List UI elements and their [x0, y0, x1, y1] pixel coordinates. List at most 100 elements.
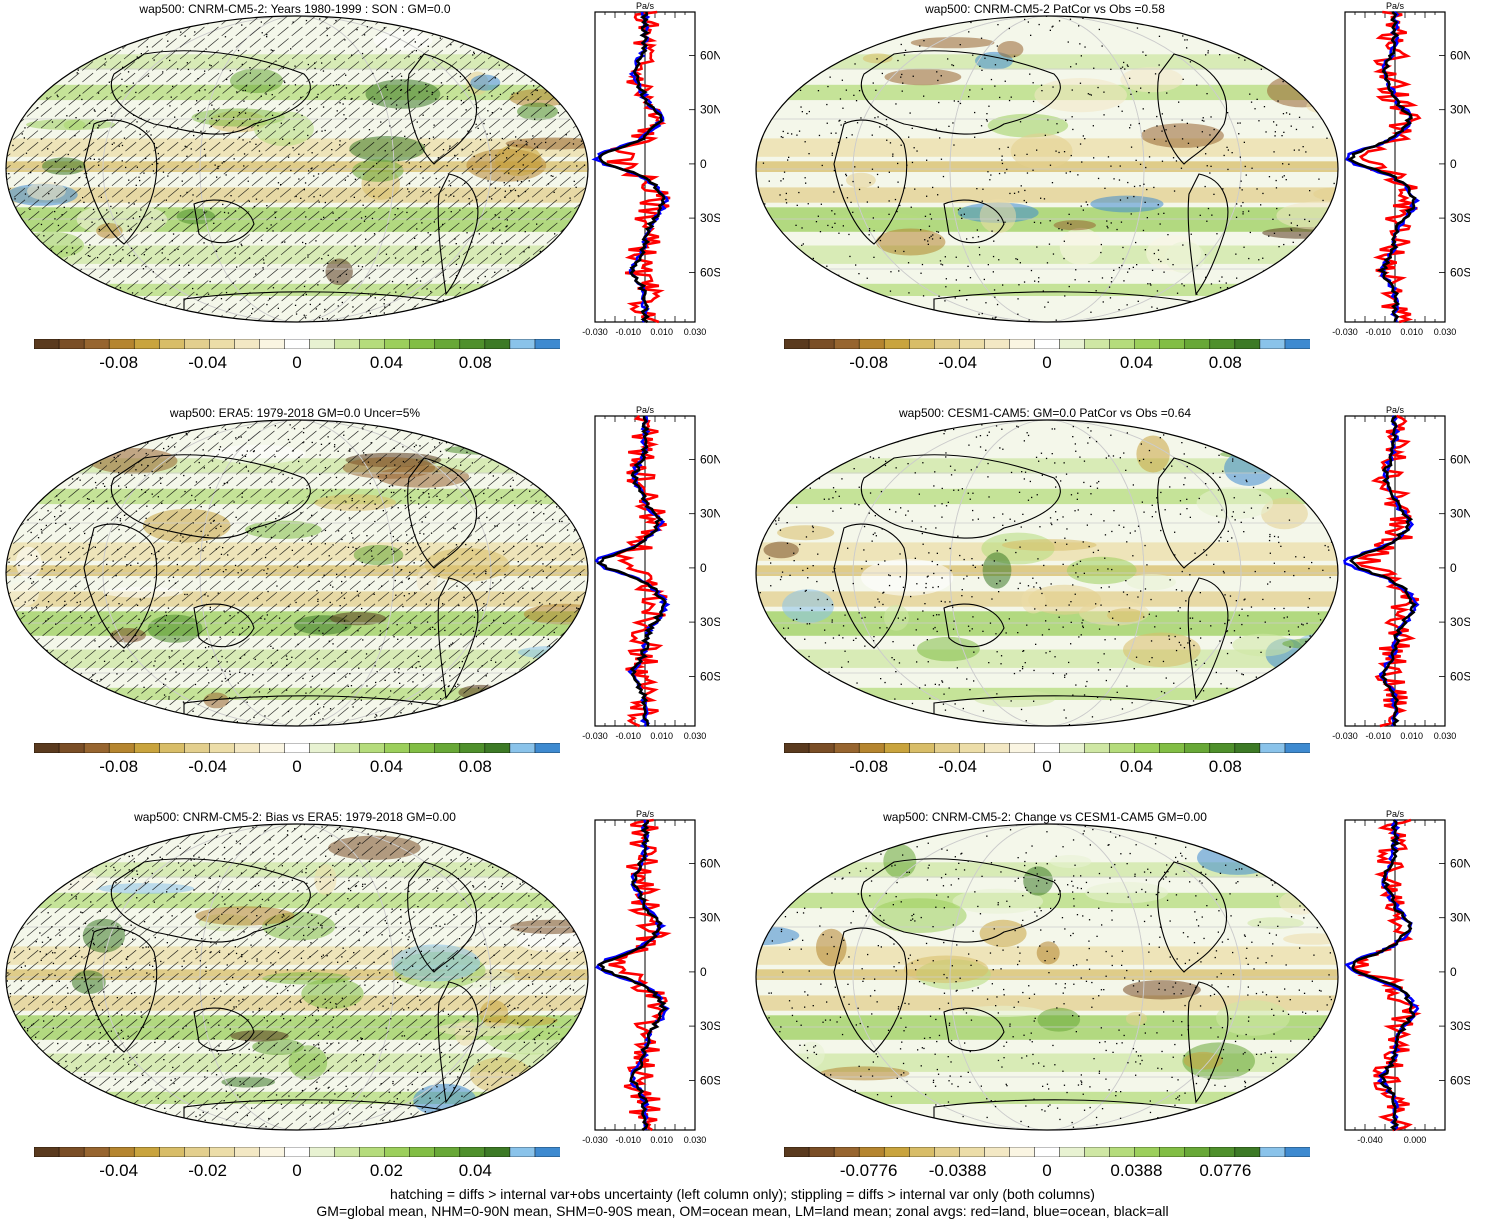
stipple-dot [410, 525, 411, 526]
stipple-dot [283, 914, 284, 915]
stipple-dot [1235, 711, 1236, 712]
stipple-dot [912, 703, 913, 704]
stipple-dot [473, 52, 474, 53]
stipple-dot [941, 503, 942, 504]
stipple-dot [1200, 706, 1201, 707]
stipple-dot [1072, 116, 1073, 117]
stipple-dot [1144, 130, 1145, 131]
stipple-dot [408, 1007, 409, 1008]
stipple-dot [33, 997, 34, 998]
stipple-dot [472, 313, 473, 314]
stipple-dot [210, 523, 211, 524]
stipple-dot [886, 422, 887, 423]
stipple-dot [900, 507, 901, 508]
stipple-dot [526, 51, 527, 52]
stipple-dot [1254, 711, 1255, 712]
stipple-dot [873, 230, 874, 231]
stipple-dot [417, 489, 418, 490]
stipple-dot [14, 67, 15, 68]
stipple-dot [321, 927, 322, 928]
colorbar-swatch [1034, 339, 1059, 349]
stipple-dot [846, 175, 847, 176]
stipple-dot [825, 20, 826, 21]
stipple-dot [1203, 549, 1204, 550]
stipple-dot [778, 518, 779, 519]
stipple-dot [334, 446, 335, 447]
stipple-dot [249, 119, 250, 120]
stipple-dot [489, 154, 490, 155]
stipple-dot [554, 632, 555, 633]
stipple-dot [389, 935, 390, 936]
stipple-dot [999, 97, 1000, 98]
stipple-dot [860, 117, 861, 118]
stipple-dot [208, 682, 209, 683]
stipple-dot [1296, 83, 1297, 84]
colorbar-swatch [460, 339, 485, 349]
stipple-dot [1129, 127, 1130, 128]
stipple-dot [862, 425, 863, 426]
stipple-dot [558, 1034, 559, 1035]
stipple-dot [882, 709, 883, 710]
stipple-dot [1118, 106, 1119, 107]
stipple-dot [875, 90, 876, 91]
stipple-dot [418, 503, 419, 504]
stipple-dot [856, 706, 857, 707]
stipple-dot [1200, 215, 1201, 216]
stipple-dot [263, 259, 264, 260]
stipple-dot [232, 1040, 233, 1041]
stipple-dot [278, 182, 279, 183]
stipple-dot [242, 139, 243, 140]
stipple-dot [1282, 176, 1283, 177]
stipple-dot [400, 1130, 401, 1131]
stipple-dot [459, 1069, 460, 1070]
stipple-dot [207, 535, 208, 536]
stipple-dot [389, 125, 390, 126]
stipple-dot [785, 294, 786, 295]
stipple-dot [546, 884, 547, 885]
stipple-dot [788, 443, 789, 444]
stipple-dot [1087, 525, 1088, 526]
stipple-dot [830, 53, 831, 54]
stipple-dot [57, 95, 58, 96]
stipple-dot [774, 20, 775, 21]
stipple-dot [420, 666, 421, 667]
colorbar-label: -0.04 [188, 757, 227, 777]
stipple-dot [129, 869, 130, 870]
stipple-dot [54, 975, 55, 976]
stipple-dot [400, 922, 401, 923]
stipple-dot [164, 1108, 165, 1109]
stipple-dot [313, 622, 314, 623]
stipple-dot [820, 67, 821, 68]
stipple-dot [416, 228, 417, 229]
stipple-dot [126, 959, 127, 960]
stipple-dot [805, 183, 806, 184]
stipple-dot [1133, 267, 1134, 268]
stipple-dot [769, 637, 770, 638]
stipple-dot [335, 260, 336, 261]
stipple-dot [443, 149, 444, 150]
stipple-dot [1196, 294, 1197, 295]
colorbar-swatch [1160, 339, 1185, 349]
stipple-dot [987, 476, 988, 477]
stipple-dot [459, 938, 460, 939]
stipple-dot [107, 508, 108, 509]
stipple-dot [1160, 530, 1161, 531]
stipple-dot [1186, 508, 1187, 509]
stipple-dot [945, 452, 946, 453]
stipple-dot [858, 504, 859, 505]
stipple-dot [504, 182, 505, 183]
stipple-dot [812, 526, 813, 527]
stipple-dot [1018, 284, 1019, 285]
field-band [754, 284, 1340, 296]
stipple-dot [113, 142, 114, 143]
stipple-dot [321, 925, 322, 926]
stipple-dot [220, 526, 221, 527]
stipple-dot [503, 551, 504, 552]
stipple-dot [450, 837, 451, 838]
stipple-dot [300, 198, 301, 199]
stipple-dot [216, 120, 217, 121]
stipple-dot [1002, 163, 1003, 164]
stipple-dot [932, 722, 933, 723]
stipple-dot [371, 556, 372, 557]
